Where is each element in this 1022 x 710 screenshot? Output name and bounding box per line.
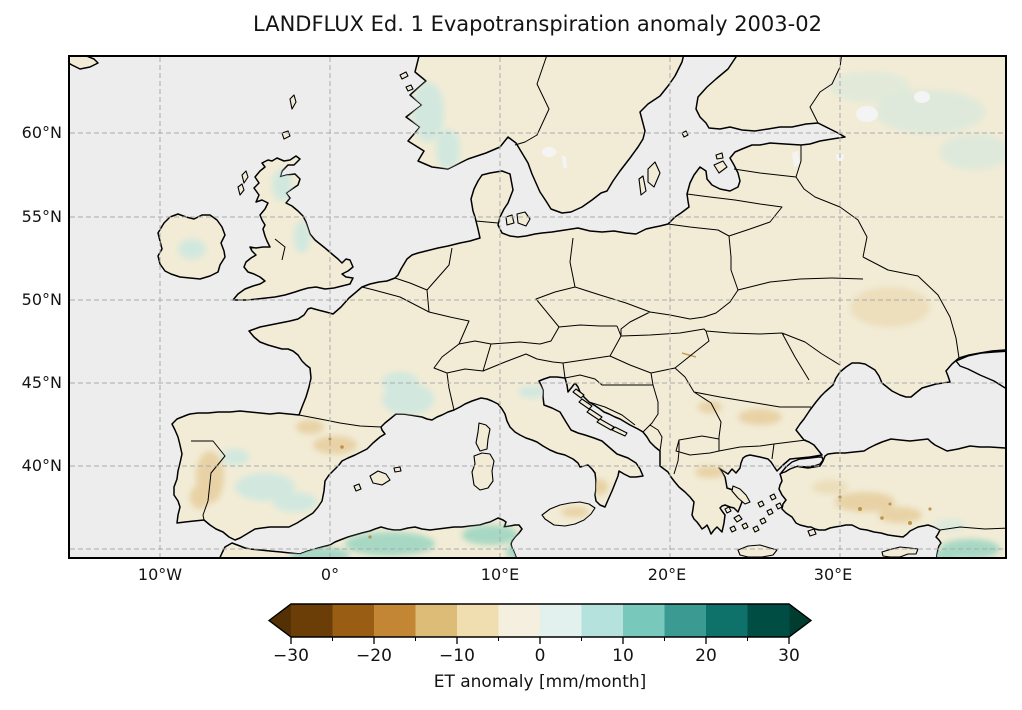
lakes [542, 91, 930, 169]
colorbar [267, 603, 813, 644]
sea-of-marmara [780, 456, 824, 474]
lat-tick-label: 40°N [21, 456, 62, 475]
colorbar-label: ET anomaly [mm/month] [433, 672, 647, 692]
graticule [70, 57, 1005, 557]
lat-tick-label: 60°N [21, 123, 62, 142]
colorbar-tick-label: −10 [439, 646, 475, 666]
island-iceland-corner [70, 57, 99, 70]
colorbar-tick-label: 20 [695, 646, 717, 666]
lat-tick-label: 55°N [21, 207, 62, 226]
colorbar-tick-label: −20 [356, 646, 392, 666]
sea-of-azov [955, 350, 1005, 389]
colorbar-tick-label: −30 [273, 646, 309, 666]
figure-title: LANDFLUX Ed. 1 Evapotranspiration anomal… [253, 12, 822, 36]
inland-seas [780, 350, 1005, 474]
lon-tick-label: 30°E [813, 565, 853, 584]
lon-tick-label: 10°E [480, 565, 520, 584]
anomaly-tints [178, 72, 1005, 557]
colorbar-tick-label: 0 [534, 646, 546, 666]
lon-tick-label: 20°E [647, 565, 687, 584]
colorbar-tick-label: 10 [612, 646, 634, 666]
map-frame [68, 55, 1007, 559]
europe-map [70, 57, 1005, 557]
lon-tick-label: 10°W [137, 565, 183, 584]
lon-tick-label: 0° [320, 565, 340, 584]
country-borders [191, 57, 1005, 531]
colorbar-tick-label: 30 [778, 646, 800, 666]
lat-tick-label: 45°N [21, 373, 62, 392]
anomaly-speckles [328, 352, 932, 539]
lat-tick-label: 50°N [21, 290, 62, 309]
